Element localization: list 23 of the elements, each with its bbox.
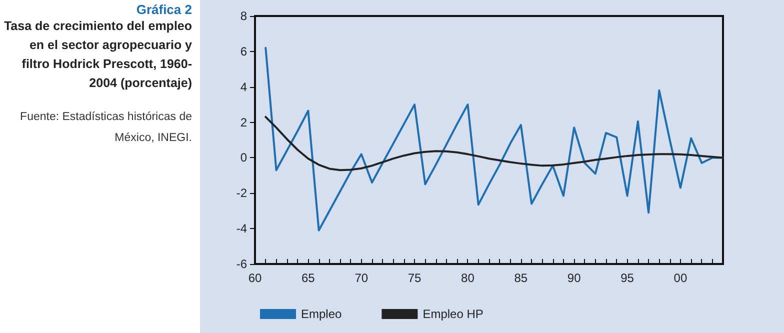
chart-title: Gráfica 2	[135, 2, 192, 17]
x-tick-label: 00	[674, 271, 688, 285]
source-note: Fuente: Estadísticas históricas de México, INEGI.	[19, 110, 192, 146]
x-tick-label: 90	[567, 271, 582, 285]
y-tick-label: 6	[240, 44, 248, 58]
legend-label: Empleo HP	[422, 307, 484, 321]
x-tick-label: 80	[461, 271, 475, 285]
x-tick-label: 65	[302, 271, 316, 285]
y-tick-label: 2	[240, 115, 248, 130]
line-series	[264, 116, 724, 172]
text: Tasa de crecimiento del empleo en el sector agropecuario y filtro Hodrick Prescott, 1960-2004 (porcentaje)	[2, 18, 192, 92]
x-tick-label: 75	[408, 271, 422, 285]
y-tick-label: -6	[236, 257, 248, 271]
x-tick-label: 60	[248, 271, 262, 285]
x-tick-label: 95	[620, 271, 634, 285]
x-tick-label: 70	[354, 271, 368, 285]
x-tick-label: 85	[514, 271, 528, 285]
y-tick-label: 0	[240, 150, 248, 165]
y-tick-label: 8	[240, 9, 248, 23]
y-tick-label: -4	[236, 222, 248, 236]
y-tick-label: -2	[236, 186, 248, 200]
legend-label: Empleo	[301, 307, 342, 321]
y-tick-label: 4	[240, 80, 248, 94]
